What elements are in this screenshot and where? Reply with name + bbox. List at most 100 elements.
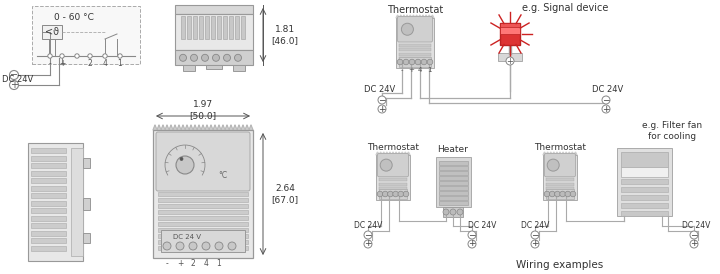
Circle shape: [191, 54, 197, 61]
Circle shape: [382, 191, 388, 197]
Circle shape: [364, 240, 372, 248]
Polygon shape: [221, 125, 225, 130]
Circle shape: [468, 231, 476, 239]
FancyBboxPatch shape: [397, 16, 433, 42]
Text: Wiring examples: Wiring examples: [516, 260, 603, 270]
Polygon shape: [229, 125, 233, 130]
Bar: [31, 148, 66, 153]
Bar: [31, 201, 66, 206]
Polygon shape: [193, 125, 197, 130]
Text: °C: °C: [218, 172, 228, 181]
Text: 1.81
[46.0]: 1.81 [46.0]: [271, 25, 299, 45]
Text: Thermostat: Thermostat: [387, 5, 443, 15]
Text: 4: 4: [204, 259, 208, 269]
Bar: [175, 14, 253, 50]
Polygon shape: [379, 152, 382, 155]
Bar: [158, 216, 248, 220]
Bar: [235, 16, 239, 39]
Bar: [183, 65, 195, 71]
Bar: [399, 57, 431, 60]
Bar: [438, 171, 467, 175]
Bar: [71, 148, 83, 256]
Text: −: −: [468, 230, 476, 239]
Text: DC 24 V: DC 24 V: [173, 234, 201, 240]
Circle shape: [179, 54, 186, 61]
Text: −: −: [364, 230, 372, 239]
Text: 1: 1: [217, 259, 221, 269]
Bar: [438, 201, 467, 204]
Text: +: +: [602, 104, 610, 113]
Bar: [31, 238, 66, 243]
Circle shape: [215, 242, 223, 250]
Text: Thermostat: Thermostat: [367, 144, 419, 153]
Text: +: +: [59, 59, 66, 68]
Polygon shape: [165, 125, 169, 130]
Circle shape: [163, 242, 171, 250]
Text: −: −: [602, 96, 610, 104]
Bar: [438, 181, 467, 184]
Polygon shape: [201, 125, 205, 130]
Circle shape: [506, 57, 514, 65]
Text: −: −: [378, 96, 386, 104]
Circle shape: [103, 54, 107, 58]
Polygon shape: [549, 152, 552, 155]
Circle shape: [560, 191, 565, 197]
Bar: [83, 233, 90, 243]
Polygon shape: [157, 125, 161, 130]
Polygon shape: [421, 15, 425, 18]
Circle shape: [223, 54, 230, 61]
Circle shape: [397, 59, 402, 65]
Circle shape: [9, 81, 19, 90]
Bar: [31, 208, 66, 213]
Bar: [158, 192, 248, 196]
Bar: [229, 16, 233, 39]
Polygon shape: [225, 125, 229, 130]
Circle shape: [409, 59, 415, 65]
Bar: [500, 26, 520, 34]
Circle shape: [75, 54, 79, 58]
Polygon shape: [407, 152, 410, 155]
Circle shape: [402, 23, 413, 35]
Polygon shape: [418, 15, 421, 18]
Bar: [438, 186, 467, 190]
Bar: [443, 207, 463, 217]
Polygon shape: [233, 125, 237, 130]
Polygon shape: [405, 15, 409, 18]
Bar: [187, 16, 191, 39]
Text: e.g. Signal device: e.g. Signal device: [522, 3, 608, 13]
Text: +: +: [10, 80, 18, 90]
Bar: [438, 176, 467, 179]
Polygon shape: [397, 152, 401, 155]
Bar: [379, 187, 407, 190]
Bar: [175, 50, 253, 65]
Circle shape: [544, 191, 550, 197]
Text: DC 24V: DC 24V: [468, 221, 496, 230]
Text: 2.64
[67.0]: 2.64 [67.0]: [271, 184, 299, 204]
Polygon shape: [428, 15, 431, 18]
Text: DC 24V: DC 24V: [521, 221, 549, 230]
Bar: [158, 198, 248, 202]
Bar: [153, 130, 253, 258]
Circle shape: [531, 231, 539, 239]
Bar: [399, 53, 431, 56]
Circle shape: [235, 54, 241, 61]
Bar: [161, 230, 245, 252]
Circle shape: [602, 105, 610, 113]
Polygon shape: [376, 152, 379, 155]
Circle shape: [212, 54, 220, 61]
Bar: [438, 196, 467, 199]
Circle shape: [565, 191, 570, 197]
Polygon shape: [245, 125, 249, 130]
Bar: [158, 222, 248, 226]
Text: DC 24V: DC 24V: [354, 221, 382, 230]
FancyBboxPatch shape: [156, 132, 250, 191]
Polygon shape: [181, 125, 185, 130]
Bar: [83, 158, 90, 168]
Text: +: +: [531, 239, 539, 249]
Polygon shape: [153, 125, 157, 130]
Circle shape: [378, 105, 386, 113]
Bar: [241, 16, 245, 39]
Polygon shape: [396, 15, 399, 18]
Polygon shape: [173, 125, 177, 130]
Polygon shape: [559, 152, 562, 155]
